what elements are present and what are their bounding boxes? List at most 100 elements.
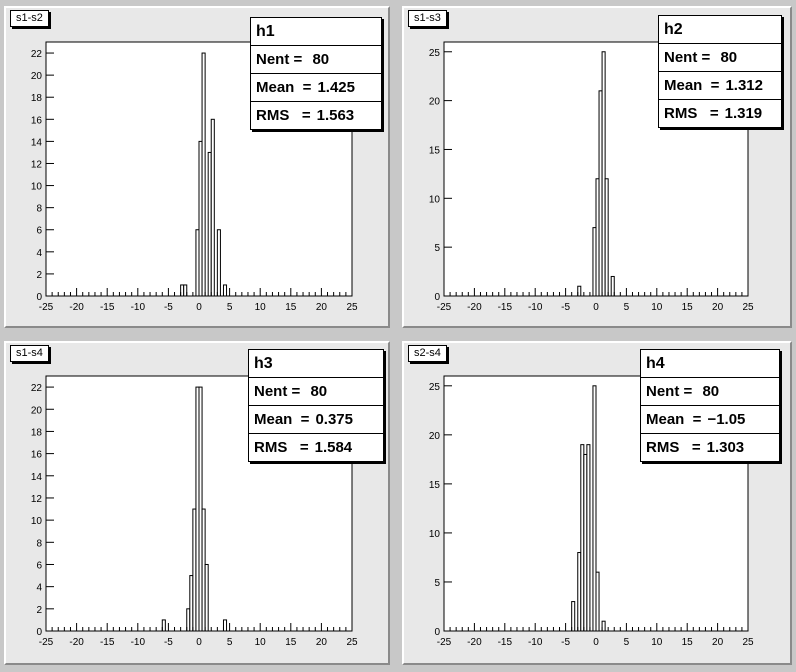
stats-entries-row: Nent = 80 [659,43,781,71]
x-tick-label: -15 [100,637,115,648]
histogram-title: s2-s4 [408,345,447,362]
x-tick-label: 10 [651,302,663,313]
stats-name: h2 [664,21,683,38]
stats-mean-value: 0.375 [315,411,353,428]
x-tick-label: -20 [467,302,482,313]
stats-name: h4 [646,355,665,372]
x-tick-label: 25 [346,302,358,313]
x-tick-label: -10 [528,302,543,313]
histogram-title: s1-s2 [10,10,49,27]
stats-entries-row: Nent = 80 [641,377,779,405]
stats-entries-row: Nent = 80 [249,377,383,405]
y-tick-label: 20 [429,97,441,108]
histogram-bar [222,284,228,297]
histogram-bar [201,52,206,297]
stats-box: h1 Nent = 80 Mean = 1.425 RMS = 1.563 [250,17,382,130]
x-tick-label: 10 [255,302,267,313]
y-tick-label: 14 [31,137,43,148]
y-tick-label: 20 [31,71,43,82]
stats-rms-row: RMS = 1.584 [249,433,383,461]
x-tick-label: 5 [227,637,233,648]
y-tick-label: 10 [31,516,43,527]
y-tick-label: 16 [31,450,43,461]
x-tick-label: 5 [624,302,630,313]
y-tick-label: 16 [31,115,43,126]
histogram-bar [601,51,606,297]
x-tick-label: -15 [100,302,115,313]
x-tick-label: 25 [742,637,754,648]
stats-rms-value: 1.319 [724,105,763,122]
stats-mean-label: Mean = [256,79,312,96]
y-tick-label: 10 [429,529,441,540]
y-tick-label: 5 [434,578,440,589]
x-tick-label: 15 [682,637,694,648]
histogram-bar [604,178,609,297]
x-tick-label: 0 [593,637,599,648]
stats-rms-value: 1.563 [316,107,355,124]
histogram-bar [586,444,591,632]
x-tick-label: -25 [39,302,54,313]
y-tick-label: 6 [36,560,42,571]
stats-mean-row: Mean = 1.425 [251,73,381,101]
y-tick-label: 12 [31,494,43,505]
x-tick-label: 15 [285,637,297,648]
y-tick-label: 25 [429,382,441,393]
histogram-title: s1-s4 [10,345,49,362]
y-tick-label: 0 [36,292,42,303]
y-tick-label: 12 [31,159,43,170]
stats-entries-value: 80 [702,383,720,400]
stats-rms-row: RMS = 1.303 [641,433,779,461]
stats-mean-row: Mean = −1.05 [641,405,779,433]
x-tick-label: 20 [712,637,724,648]
x-tick-label: 15 [682,302,694,313]
histogram-bar [610,275,615,297]
y-tick-label: 15 [429,145,441,156]
x-tick-label: 20 [316,637,328,648]
y-tick-label: 2 [36,605,42,616]
stats-entries-value: 80 [720,49,738,66]
y-tick-label: 0 [434,292,440,303]
stats-box: h4 Nent = 80 Mean = −1.05 RMS = 1.303 [640,349,780,462]
stats-entries-label: Nent = [646,383,697,400]
stats-mean-value: 1.312 [725,77,763,94]
y-tick-label: 10 [429,194,441,205]
x-tick-label: 5 [227,302,233,313]
stats-entries-row: Nent = 80 [251,45,381,73]
histogram-bar [183,284,188,297]
stats-entries-label: Nent = [256,51,307,68]
y-tick-label: 25 [429,48,441,59]
stats-box: h3 Nent = 80 Mean = 0.375 RMS = 1.584 [248,349,384,462]
y-tick-label: 20 [31,405,43,416]
stats-name: h1 [256,23,275,40]
stats-mean-row: Mean = 0.375 [249,405,383,433]
x-tick-label: 20 [316,302,328,313]
x-tick-label: -25 [437,302,452,313]
x-tick-label: -15 [498,302,513,313]
y-tick-label: 10 [31,182,43,193]
histogram-pad-h1: -25 -20 -15 -10 -5 0 5 10 15 20 25 0 2 4 6 8 10 12 14 16 18 2… [4,6,390,328]
histogram-pad-h3: -25 -20 -15 -10 -5 0 5 10 15 20 25 0 2 4 6 8 10 12 14 16 18 2… [4,341,390,665]
histogram-pad-h2: -25 -20 -15 -10 -5 0 5 10 15 20 25 0 5 10 15 20 25 s1-s3… [402,6,792,328]
x-tick-label: 0 [196,302,202,313]
x-tick-label: 10 [651,637,663,648]
y-tick-label: 4 [36,583,42,594]
stats-mean-row: Mean = 1.312 [659,71,781,99]
y-tick-label: 22 [31,49,43,60]
x-tick-label: 5 [624,637,630,648]
stats-entries-label: Nent = [254,383,305,400]
y-tick-label: 4 [36,248,42,259]
histogram-bar [571,601,576,632]
histogram-pad-h4: -25 -20 -15 -10 -5 0 5 10 15 20 25 0 5 10 15 20 25 s2-s4… [402,341,792,665]
stats-mean-label: Mean = [646,411,702,428]
stats-rms-label: RMS = [254,439,309,456]
stats-rms-row: RMS = 1.563 [251,101,381,129]
x-tick-label: -20 [467,637,482,648]
x-tick-label: 15 [285,302,297,313]
histogram-bar [601,620,606,632]
y-tick-label: 8 [36,538,42,549]
stats-rms-label: RMS = [646,439,701,456]
x-tick-label: -10 [131,637,146,648]
stats-rms-value: 1.303 [706,439,745,456]
x-tick-label: -25 [437,637,452,648]
y-tick-label: 18 [31,93,43,104]
